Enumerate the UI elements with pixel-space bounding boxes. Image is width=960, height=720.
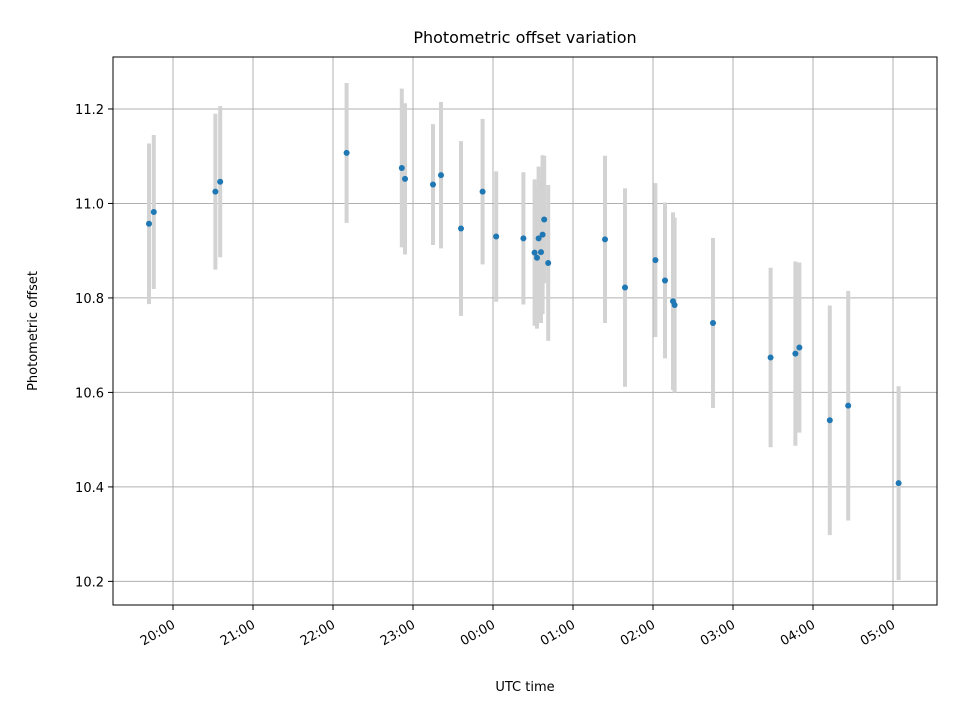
x-tick-label: 02:00 [618,617,658,649]
data-point [662,277,668,284]
x-tick-label: 21:00 [218,617,258,649]
y-tick-label: 10.2 [75,575,104,590]
data-point [146,220,152,227]
data-point [541,216,548,223]
data-point [545,259,552,266]
data-point [602,236,608,243]
data-point [826,417,833,424]
data-point [710,319,716,326]
data-point [767,354,774,361]
data-point [217,178,224,185]
data-point [895,480,902,487]
x-tick-label: 23:00 [378,617,418,649]
data-point [671,302,678,309]
data-point [539,231,546,238]
data-points [146,149,902,487]
data-point [845,402,852,409]
data-point [343,149,350,156]
data-point [212,188,219,195]
data-point [520,235,527,242]
data-point [796,344,803,351]
y-axis-label: Photometric offset [26,271,41,391]
data-point [792,350,799,357]
x-tick-label: 04:00 [778,617,818,649]
x-tick-label: 03:00 [698,617,738,649]
y-axis-ticks: 10.2 10.4 10.6 10.8 11.0 11.2 [75,103,113,590]
y-tick-label: 10.4 [75,481,104,496]
x-tick-label: 05:00 [858,617,898,649]
data-point [534,254,540,261]
data-point [493,233,500,240]
y-tick-label: 10.6 [75,386,104,401]
y-tick-label: 11.0 [75,197,104,212]
error-bars [147,82,901,580]
x-tick-label: 01:00 [538,617,578,649]
data-point [430,181,436,188]
x-axis-ticks: 20:00 21:00 22:00 23:00 00:00 01:00 02:00 03:00… [138,605,898,649]
data-point [538,249,544,256]
data-point [438,172,444,179]
x-axis-label: UTC time [495,680,554,695]
data-point [479,188,486,195]
x-tick-label: 22:00 [298,617,338,649]
y-tick-label: 10.8 [75,292,104,307]
y-tick-label: 11.2 [75,103,104,118]
data-point [150,208,157,215]
data-point [531,249,538,256]
data-point [652,257,659,264]
x-tick-label: 20:00 [138,617,178,649]
chart-title: Photometric offset variation [413,28,636,47]
plot-frame [112,56,938,606]
x-tick-label: 00:00 [458,617,498,649]
data-point [402,175,408,182]
data-point [535,235,542,242]
data-point [458,225,464,232]
data-point [398,165,405,172]
data-point [622,284,628,291]
grid [113,57,937,605]
